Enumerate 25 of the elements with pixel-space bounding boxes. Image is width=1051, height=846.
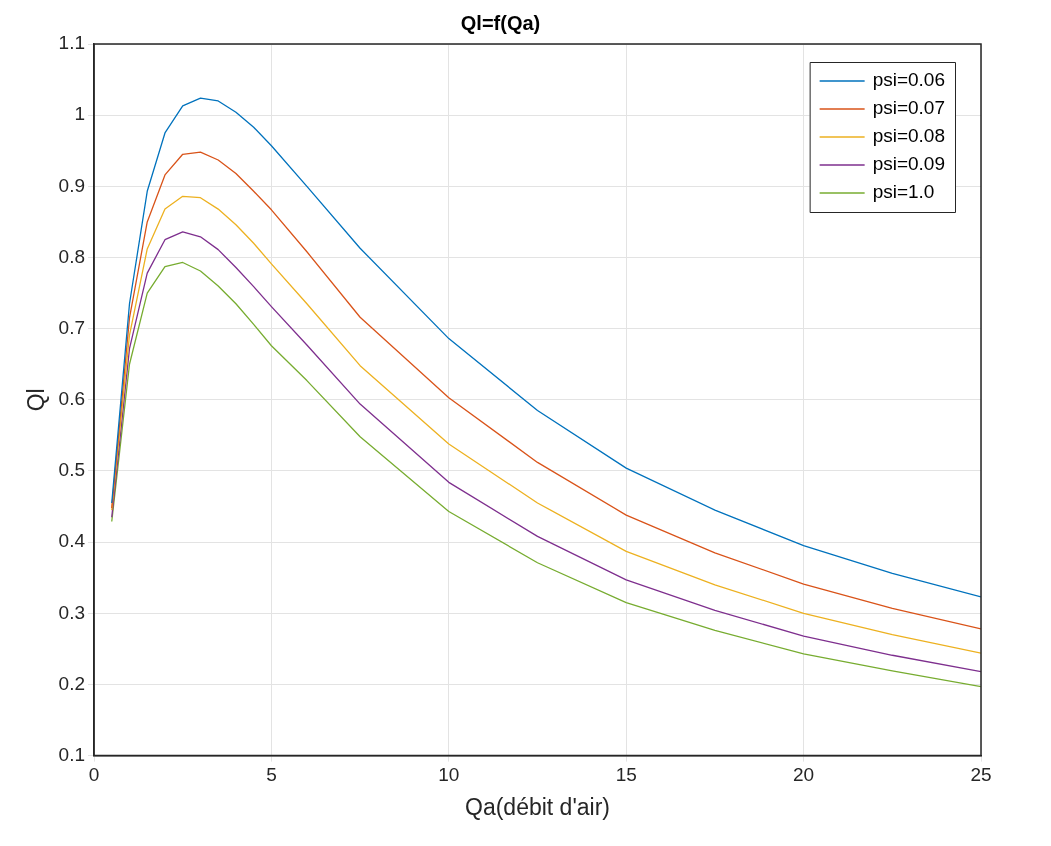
legend-label: psi=0.08	[872, 125, 946, 147]
x-axis-title: Qa(débit d'air)	[465, 793, 611, 820]
y-tick-label: 0.7	[58, 316, 86, 338]
y-tick-label: 0.1	[58, 743, 86, 765]
x-tick-label: 0	[88, 764, 100, 786]
y-tick-label: 0.5	[58, 459, 86, 481]
legend-label: psi=0.07	[872, 97, 946, 119]
y-tick-label: 0.3	[58, 601, 86, 623]
legend-label: psi=0.06	[872, 69, 946, 91]
x-tick-label: 20	[793, 764, 815, 786]
y-tick-label: 0.6	[58, 388, 86, 410]
y-tick-label: 0.9	[58, 174, 86, 196]
y-axis-title: Ql	[23, 388, 50, 412]
y-tick-label: 0.2	[58, 672, 86, 694]
chart-title: Ql=f(Qa)	[460, 11, 541, 34]
x-tick-label: 25	[970, 764, 992, 786]
y-tick-label: 1	[74, 103, 86, 125]
y-tick-label: 1.1	[58, 32, 86, 54]
x-tick-label: 5	[266, 764, 277, 786]
y-tick-label: 0.4	[58, 530, 86, 552]
legend-label: psi=1.0	[872, 181, 935, 203]
x-tick-label: 10	[438, 764, 460, 786]
x-tick-label: 15	[615, 764, 637, 786]
y-tick-label: 0.8	[58, 245, 86, 267]
legend-label: psi=0.09	[872, 153, 946, 175]
